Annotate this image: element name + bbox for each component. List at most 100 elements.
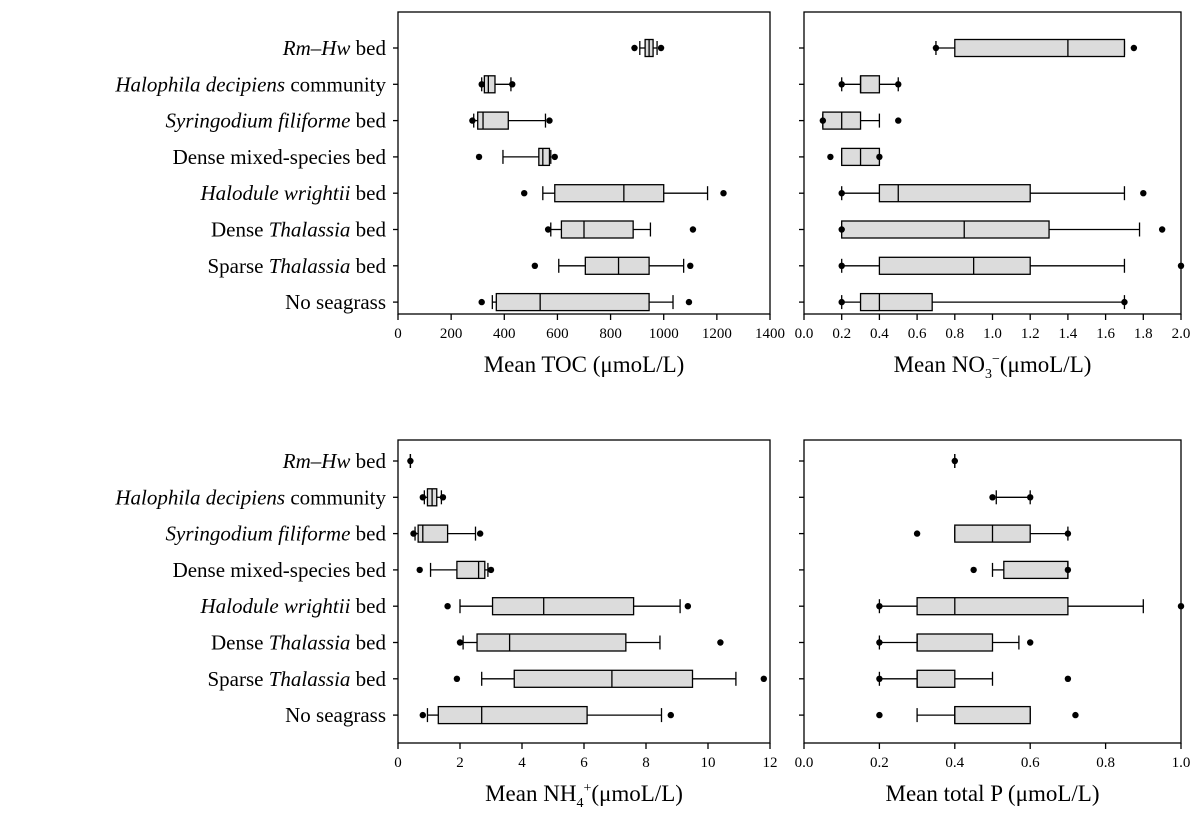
outlier-point: [469, 117, 476, 124]
category-label-pre: Dense: [211, 218, 269, 242]
x-axis-title-mu: μ: [1008, 352, 1020, 377]
outlier-point: [989, 494, 996, 501]
iqr-box: [417, 524, 449, 543]
outlier-point: [838, 190, 845, 197]
outlier-point: [419, 711, 426, 719]
outlier-point: [478, 81, 485, 88]
iqr-box: [878, 256, 1031, 275]
category-label-post: bed: [350, 449, 386, 473]
box-7: [531, 256, 694, 275]
category-label: Dense mixed-species bed: [173, 558, 387, 582]
category-label-italic: Halophila decipiens: [114, 72, 285, 96]
x-tick-label: 0.6: [1021, 755, 1040, 771]
category-label-italic: Thalassia: [269, 218, 351, 242]
iqr-box: [538, 147, 551, 167]
panel-4: 0.0 0.2 0.4 0.6 0.8 1.0 Mean total P (μmoL/L): [795, 439, 1190, 806]
outlier-point: [838, 81, 845, 88]
iqr-box: [859, 292, 933, 312]
outlier-point: [819, 117, 827, 124]
outlier-point: [970, 566, 977, 574]
x-tick-label: 2.0: [1172, 326, 1191, 342]
iqr-box: [954, 705, 1031, 725]
x-tick-label: 2: [456, 755, 464, 771]
outlier-point: [521, 190, 528, 197]
outlier-point: [838, 226, 845, 233]
x-tick-label: 8: [642, 755, 650, 771]
category-label-post: bed: [350, 254, 386, 278]
category-label-post: community: [285, 485, 386, 509]
outlier-point: [631, 44, 638, 52]
category-label: No seagrass: [285, 703, 386, 727]
box-6: [456, 633, 724, 652]
outlier-point: [895, 117, 902, 124]
outlier-point: [876, 603, 883, 610]
iqr-box: [477, 111, 509, 130]
x-tick-label: 0.2: [832, 326, 851, 342]
x-tick-label: 400: [493, 326, 516, 342]
x-axis-title: Mean TOC (μmoL/L): [484, 352, 685, 377]
plot-frame: [803, 439, 1182, 744]
outlier-point: [531, 262, 539, 269]
box-3: [469, 111, 553, 130]
category-label: Halodule wrightii bed: [199, 594, 386, 618]
outlier-point: [509, 81, 516, 88]
x-tick-label: 1200: [702, 326, 732, 342]
outlier-point: [838, 298, 845, 306]
x-axis-title: Mean total P (μmoL/L): [886, 781, 1100, 806]
category-label: Syringodium filiforme bed: [166, 109, 387, 133]
outlier-point: [895, 81, 902, 88]
category-label: Sparse Thalassia bed: [207, 254, 386, 278]
outlier-point: [876, 639, 883, 646]
category-label: No seagrass: [285, 290, 386, 314]
x-tick-label: 800: [599, 326, 622, 342]
box-1: [407, 454, 414, 468]
category-label-pre: No seagrass: [285, 290, 386, 314]
outlier-point: [657, 44, 665, 52]
x-tick-label: 200: [440, 326, 463, 342]
x-tick-label: 0.8: [945, 326, 964, 342]
panel-1: 0 200 400 600 800 1000 1200 1400 Rm–Hw bed Haloph…: [114, 11, 785, 377]
outlier-point: [838, 262, 845, 269]
outlier-point: [1027, 494, 1034, 501]
category-label-italic: Halodule wrightii: [199, 181, 350, 205]
x-axis-title: Mean NO3−(μmoL/L): [894, 352, 1092, 382]
category-label-italic: Rm–Hw: [282, 36, 351, 60]
iqr-box: [495, 292, 650, 312]
category-label-post: bed: [350, 522, 386, 546]
category-label: Dense Thalassia bed: [211, 631, 387, 655]
box-4: [416, 560, 495, 580]
outlier-point: [1177, 603, 1185, 610]
category-label: Syringodium filiforme bed: [166, 522, 387, 546]
category-label-post: bed: [350, 181, 386, 205]
outlier-point: [689, 226, 697, 233]
box-4: [827, 147, 883, 167]
panel-2: 0.0 0.2 0.4 0.6 0.8 1.0 1.2 1.4 1.6 1.8 2.0 Mean NO…: [795, 11, 1191, 382]
x-axis-title-post: (: [591, 781, 599, 806]
x-axis-title-post: (: [1000, 352, 1008, 377]
category-label-post: bed: [350, 631, 386, 655]
iqr-box: [476, 633, 627, 652]
outlier-point: [876, 675, 883, 682]
box-8: [876, 705, 1079, 725]
x-axis-title-sup: +: [583, 781, 591, 796]
iqr-box: [437, 705, 588, 725]
iqr-box: [878, 184, 1031, 203]
category-label-italic: Syringodium filiforme: [166, 522, 351, 546]
category-label-pre: Sparse: [207, 667, 268, 691]
x-tick-label: 12: [763, 755, 778, 771]
box-2: [419, 488, 447, 507]
category-label: Halodule wrightii bed: [199, 181, 386, 205]
x-tick-label: 4: [518, 755, 526, 771]
outlier-point: [717, 639, 724, 646]
outlier-point: [416, 566, 423, 574]
iqr-box: [554, 184, 665, 203]
outlier-point: [453, 675, 461, 682]
x-tick-label: 6: [580, 755, 588, 771]
box-5: [876, 597, 1185, 616]
x-tick-label: 0.8: [1096, 755, 1115, 771]
box-1: [932, 38, 1138, 58]
category-label-italic: Thalassia: [269, 254, 351, 278]
outlier-point: [667, 711, 674, 719]
box-4: [970, 560, 1072, 580]
box-2: [838, 75, 902, 94]
